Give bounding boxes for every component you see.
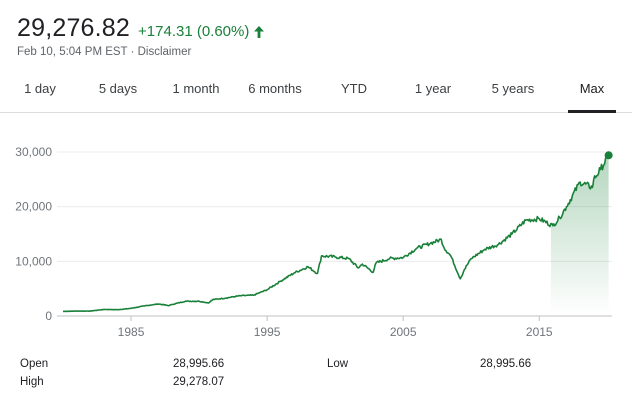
arrow-up-icon <box>254 25 265 38</box>
series-area-fill <box>550 155 609 316</box>
high-value: 29,278.07 <box>173 376 225 388</box>
low-label: Low <box>327 358 349 370</box>
price-chart[interactable]: 0 10,000 20,000 30,000 1985 1995 2005 2015 <box>0 112 632 347</box>
disclaimer-link[interactable]: Disclaimer <box>137 46 192 58</box>
range-tabs: 1 day 5 days 1 month 6 months YTD 1 year… <box>0 70 632 113</box>
tab-5-days[interactable]: 5 days <box>98 81 138 96</box>
separator: · <box>130 46 135 58</box>
tab-ytd[interactable]: YTD <box>341 81 367 96</box>
y-tick-label: 0 <box>45 309 52 323</box>
price-change-text: +174.31 (0.60%) <box>138 23 250 40</box>
tab-5-years[interactable]: 5 years <box>491 81 535 96</box>
y-tick-label: 30,000 <box>15 145 52 159</box>
x-tick-label: 2015 <box>526 325 553 339</box>
tab-1-day[interactable]: 1 day <box>24 81 56 96</box>
tab-1-year[interactable]: 1 year <box>414 81 452 96</box>
quote-header: 29,276.82 +174.31 (0.60%) Feb 10, 5:04 P… <box>17 14 265 58</box>
tab-max[interactable]: Max <box>568 70 616 113</box>
x-tick-label: 1985 <box>118 325 145 339</box>
y-tick-label: 10,000 <box>15 254 52 268</box>
last-point-marker <box>604 151 613 160</box>
series-line <box>62 154 609 313</box>
quote-meta: Feb 10, 5:04 PM EST · Disclaimer <box>17 46 264 58</box>
open-value: 28,995.66 <box>173 358 225 370</box>
timestamp: Feb 10, 5:04 PM EST <box>17 46 128 58</box>
tab-6-months[interactable]: 6 months <box>248 81 302 96</box>
tab-1-month[interactable]: 1 month <box>172 81 220 96</box>
low-value: 28,995.66 <box>480 358 532 370</box>
y-tick-label: 20,000 <box>15 200 52 214</box>
open-label: Open <box>20 358 49 370</box>
x-tick-label: 1995 <box>254 325 281 339</box>
price-change: +174.31 (0.60%) <box>138 23 265 40</box>
price-row: 29,276.82 +174.31 (0.60%) <box>17 14 265 43</box>
current-price: 29,276.82 <box>17 14 131 42</box>
x-tick-label: 2005 <box>390 325 417 339</box>
high-label: High <box>20 376 44 388</box>
